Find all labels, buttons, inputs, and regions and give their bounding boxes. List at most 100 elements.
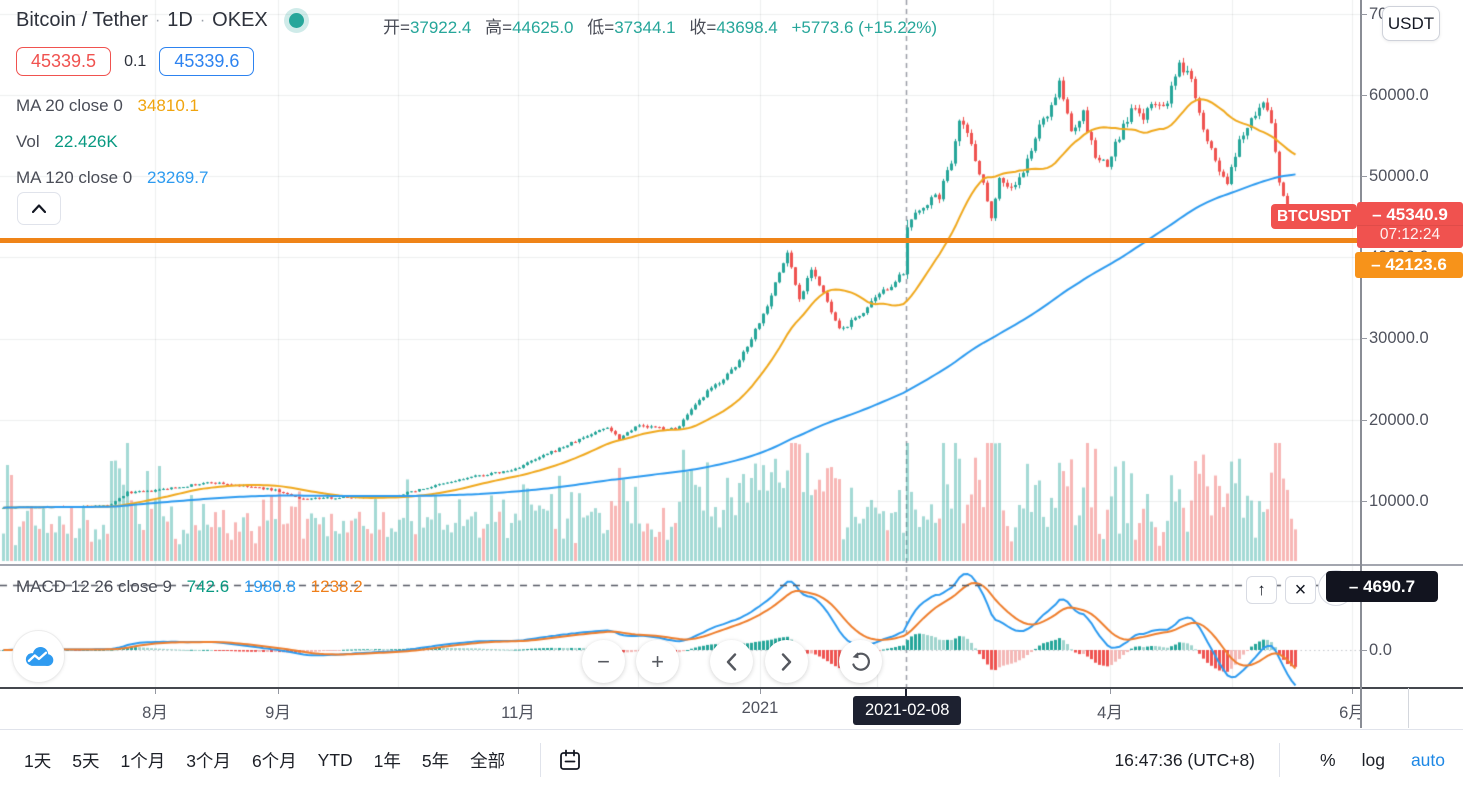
price-chart-canvas[interactable] (0, 0, 1360, 688)
close-icon: × (1294, 579, 1307, 601)
buy-button[interactable]: 45339.6 (159, 47, 255, 76)
plus-icon: + (651, 648, 664, 674)
crosshair-date-tooltip: 2021-02-08 (853, 696, 962, 725)
go-to-date-button[interactable] (555, 745, 585, 775)
log-scale-button[interactable]: log (1361, 749, 1385, 770)
ma120-label: MA 120 close 0 (16, 168, 133, 187)
bottom-toolbar: 1天 5天 1个月 3个月 6个月 YTD 1年 5年 全部 16:47:36 … (0, 729, 1463, 790)
range-button-1d[interactable]: 1天 (24, 750, 52, 771)
time-label: 4月 (1097, 704, 1123, 722)
percent-scale-button[interactable]: % (1320, 749, 1336, 770)
ma120-value: 23269.7 (146, 168, 209, 187)
high-value: 44625.0 (512, 18, 574, 37)
close-value: 43698.4 (716, 18, 778, 37)
session-clock[interactable]: 16:47:36 (UTC+8) (1114, 749, 1256, 770)
market-status-dot[interactable] (288, 13, 304, 28)
time-label: 8月 (142, 704, 168, 722)
symbol-title: Bitcoin / Tether (16, 9, 148, 31)
reset-icon (851, 651, 870, 671)
corner-divider (1408, 688, 1409, 728)
symbol-title-row[interactable]: Bitcoin / Tether · 1D · OKEX (16, 9, 304, 32)
time-tick (1352, 689, 1353, 694)
time-tick (278, 689, 279, 694)
ma20-legend: MA 20 close 0 34810.1 (16, 96, 199, 116)
macd-line-value: 1980.8 (243, 577, 296, 596)
chevron-up-icon (32, 204, 46, 213)
high-label: 高= (485, 18, 513, 37)
interval-label: 1D (167, 9, 193, 31)
price-axis-border (1360, 0, 1362, 728)
ma120-legend: MA 120 close 0 23269.7 (16, 168, 208, 188)
open-label: 开= (383, 18, 410, 37)
range-button-all[interactable]: 全部 (470, 750, 506, 771)
auto-scale-button[interactable]: auto (1410, 749, 1445, 770)
macd-crosshair-badge: – 4690.7 (1326, 571, 1438, 602)
range-button-6m[interactable]: 6个月 (251, 750, 297, 771)
cloud-chart-icon (25, 646, 53, 666)
close-label: 收= (689, 18, 717, 37)
price-tick: 30000.0 (1361, 329, 1429, 347)
open-value: 37922.4 (409, 18, 472, 37)
bid-ask-row: 45339.5 0.1 45339.6 (16, 47, 255, 76)
volume-legend: Vol 22.426K (16, 132, 118, 152)
price-tick: 60000.0 (1361, 86, 1429, 104)
range-button-3m[interactable]: 3个月 (186, 750, 231, 771)
low-label: 低= (587, 18, 615, 37)
time-tick (760, 689, 761, 694)
title-separator: · (154, 11, 161, 29)
price-tick: 50000.0 (1361, 167, 1429, 185)
time-scale[interactable]: 8月 9月 11月 2021 4月 6月 2021-02-08 (0, 688, 1463, 728)
toolbar-divider (1279, 743, 1281, 777)
toolbar-right-group: 16:47:36 (UTC+8) % log auto (1114, 743, 1445, 777)
price-tick: 20000.0 (1361, 411, 1429, 429)
last-price-badge: – 45340.9 07:12:24 (1357, 202, 1463, 248)
time-label: 2021 (741, 699, 779, 717)
chevron-right-icon (781, 652, 792, 671)
time-tick (518, 689, 519, 694)
zoom-in-button[interactable]: + (636, 640, 679, 683)
indicator-logo-button[interactable] (12, 630, 65, 683)
calendar-icon (560, 749, 581, 770)
pane-separator[interactable] (0, 564, 1463, 566)
range-button-ytd[interactable]: YTD (317, 749, 353, 770)
change-value: +5773.6 (+15.22%) (791, 18, 938, 37)
volume-value: 22.426K (54, 132, 118, 151)
range-button-1m[interactable]: 1个月 (120, 750, 166, 771)
crosshair-stub (905, 688, 907, 697)
time-label: 11月 (501, 704, 535, 722)
alert-price-line[interactable] (0, 238, 1360, 243)
collapse-legend-button[interactable] (17, 192, 61, 225)
chevron-left-icon (726, 652, 737, 671)
move-pane-up-button[interactable]: ↑ (1246, 576, 1277, 604)
ma20-value: 34810.1 (137, 96, 199, 115)
currency-toggle-button[interactable]: USDT (1382, 6, 1440, 41)
bar-countdown: 07:12:24 (1357, 225, 1463, 244)
scroll-right-button[interactable] (765, 640, 808, 683)
ohlc-readout: 开=37922.4 高=44625.0 低=37344.1 收=43698.4 … (383, 13, 937, 38)
time-axis-border (0, 687, 1463, 689)
sell-button[interactable]: 45339.5 (16, 47, 112, 76)
reset-chart-button[interactable] (839, 640, 882, 683)
last-price-symbol-pill: BTCUSDT (1271, 204, 1357, 229)
macd-label: MACD 12 26 close 9 (16, 577, 172, 596)
macd-hist-value: 742.6 (186, 577, 230, 596)
toolbar-divider (540, 743, 542, 777)
scroll-left-button[interactable] (710, 640, 753, 683)
time-tick (155, 689, 156, 694)
macd-legend: MACD 12 26 close 9 742.6 1980.8 1238.2 (16, 577, 363, 597)
time-tick (1110, 689, 1111, 694)
range-button-5y[interactable]: 5年 (421, 750, 450, 771)
last-price-value: – 45340.9 (1372, 205, 1448, 224)
volume-label: Vol (16, 132, 40, 151)
macd-signal-value: 1238.2 (310, 577, 363, 596)
arrow-up-icon: ↑ (1257, 580, 1266, 599)
close-pane-button[interactable]: × (1285, 576, 1316, 604)
range-button-1y[interactable]: 1年 (373, 750, 401, 771)
zoom-out-button[interactable]: − (582, 640, 625, 683)
time-label: 6月 (1339, 704, 1365, 722)
range-button-5d[interactable]: 5天 (72, 750, 100, 771)
macd-zero-tick: 0.0 (1361, 641, 1392, 659)
ma20-label: MA 20 close 0 (16, 96, 123, 115)
alert-price-badge: – 42123.6 (1355, 252, 1463, 278)
